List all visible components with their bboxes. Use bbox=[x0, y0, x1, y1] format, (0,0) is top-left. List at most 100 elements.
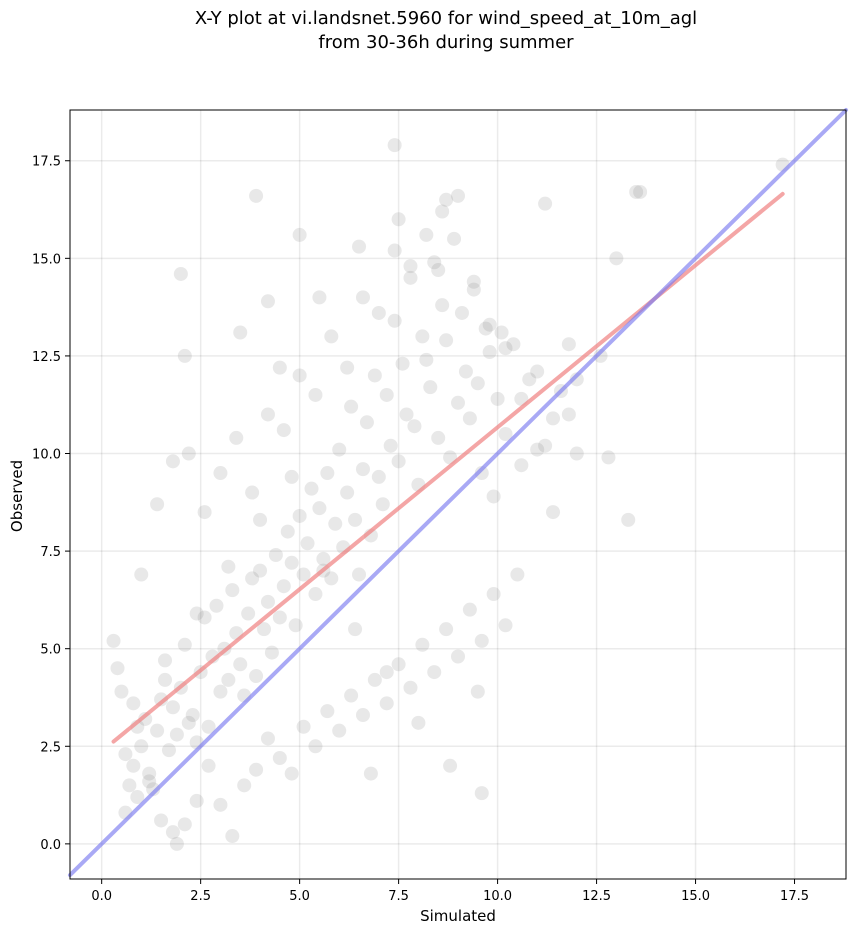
data-point bbox=[451, 188, 465, 203]
data-point bbox=[379, 696, 394, 711]
data-point bbox=[352, 567, 367, 582]
data-point bbox=[498, 618, 513, 633]
data-point bbox=[122, 778, 137, 793]
data-point bbox=[371, 305, 386, 320]
data-point bbox=[443, 758, 458, 773]
data-point bbox=[419, 352, 434, 367]
data-point bbox=[169, 727, 184, 742]
data-point bbox=[371, 469, 386, 484]
data-point bbox=[118, 747, 133, 762]
x-tick-label: 12.5 bbox=[582, 889, 611, 904]
data-point bbox=[213, 466, 228, 481]
data-point bbox=[276, 423, 291, 438]
data-point bbox=[391, 657, 406, 672]
data-point bbox=[209, 598, 224, 613]
ticks: 0.0 2.5 5.0 7.5 10.0 12.5 15.0 17.5 0.0 2.5 5.0 7.5… bbox=[32, 155, 809, 904]
data-point bbox=[249, 669, 264, 684]
data-point bbox=[177, 637, 192, 652]
data-point bbox=[387, 313, 402, 328]
data-point bbox=[383, 438, 398, 453]
points bbox=[106, 138, 790, 851]
data-point bbox=[177, 817, 192, 832]
data-point bbox=[447, 231, 462, 246]
data-point bbox=[158, 653, 173, 668]
data-point bbox=[355, 290, 370, 305]
data-point bbox=[177, 348, 192, 363]
data-point bbox=[181, 715, 196, 730]
data-point bbox=[621, 512, 636, 527]
fit-lines bbox=[68, 108, 848, 878]
data-point bbox=[474, 786, 489, 801]
y-tick-label: 7.5 bbox=[40, 545, 61, 560]
data-point bbox=[514, 458, 529, 473]
data-point bbox=[435, 204, 450, 219]
data-point bbox=[260, 294, 275, 309]
data-point bbox=[359, 415, 374, 430]
data-point bbox=[411, 715, 426, 730]
data-point bbox=[173, 266, 188, 281]
one-to-one-line bbox=[68, 108, 848, 878]
data-point bbox=[546, 505, 561, 520]
data-point bbox=[419, 227, 434, 242]
data-point bbox=[165, 700, 180, 715]
data-point bbox=[423, 380, 438, 395]
data-point bbox=[490, 391, 505, 406]
data-point bbox=[284, 469, 299, 484]
y-tick-label: 17.5 bbox=[32, 155, 61, 170]
grid bbox=[70, 110, 846, 879]
data-point bbox=[332, 723, 347, 738]
data-point bbox=[320, 466, 335, 481]
data-point bbox=[134, 567, 149, 582]
data-point bbox=[415, 637, 430, 652]
data-point bbox=[110, 661, 125, 676]
data-point bbox=[379, 387, 394, 402]
data-point bbox=[344, 399, 359, 414]
data-point bbox=[126, 696, 141, 711]
data-point bbox=[530, 364, 545, 379]
x-tick-label: 2.5 bbox=[190, 889, 211, 904]
data-point bbox=[241, 606, 256, 621]
data-point bbox=[146, 782, 161, 797]
y-tick-label: 12.5 bbox=[32, 350, 61, 365]
data-point bbox=[470, 376, 485, 391]
data-point bbox=[260, 731, 275, 746]
data-point bbox=[609, 251, 624, 266]
x-tick-label: 0.0 bbox=[91, 889, 112, 904]
data-point bbox=[237, 778, 252, 793]
data-point bbox=[158, 672, 173, 687]
data-point bbox=[387, 243, 402, 258]
data-point bbox=[130, 790, 145, 805]
data-point bbox=[561, 337, 576, 352]
data-point bbox=[245, 485, 260, 500]
data-point bbox=[367, 672, 382, 687]
data-point bbox=[510, 567, 525, 582]
data-point bbox=[367, 368, 382, 383]
y-tick-label: 10.0 bbox=[32, 448, 61, 463]
data-point bbox=[458, 364, 473, 379]
data-point bbox=[126, 758, 141, 773]
data-point bbox=[530, 442, 545, 457]
data-point bbox=[185, 708, 200, 723]
data-point bbox=[253, 512, 268, 527]
data-point bbox=[225, 829, 240, 844]
data-point bbox=[348, 622, 363, 637]
y-axis-label: Observed bbox=[8, 460, 26, 532]
data-point bbox=[415, 329, 430, 344]
data-point bbox=[403, 680, 418, 695]
data-point bbox=[296, 719, 311, 734]
data-point bbox=[593, 348, 608, 363]
y-tick-label: 5.0 bbox=[40, 643, 61, 658]
data-point bbox=[486, 489, 501, 504]
data-point bbox=[395, 356, 410, 371]
data-point bbox=[494, 325, 509, 340]
data-point bbox=[154, 692, 169, 707]
data-point bbox=[264, 645, 279, 660]
data-point bbox=[114, 684, 129, 699]
data-point bbox=[312, 501, 327, 516]
data-point bbox=[201, 758, 216, 773]
data-point bbox=[272, 360, 287, 375]
data-point bbox=[288, 618, 303, 633]
data-point bbox=[474, 466, 489, 481]
data-point bbox=[546, 411, 561, 426]
data-point bbox=[134, 739, 149, 754]
